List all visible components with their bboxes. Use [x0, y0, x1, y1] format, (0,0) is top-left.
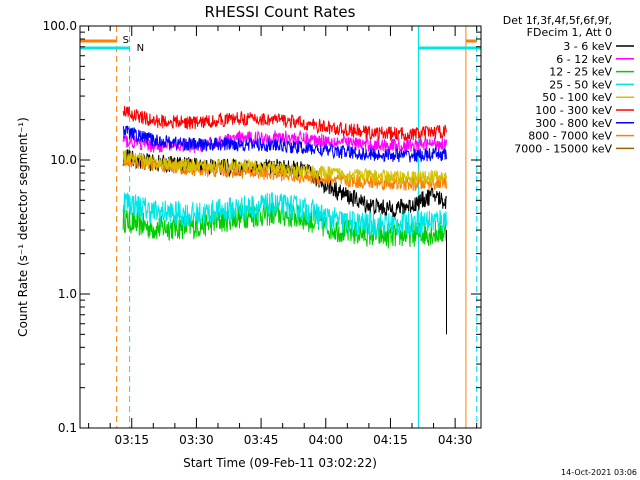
legend-header: Det 1f,3f,4f,5f,6f,9f, — [503, 14, 612, 27]
legend-entry: 300 - 800 keV — [535, 117, 612, 130]
legend: Det 1f,3f,4f,5f,6f,9f,FDecim 1, Att 03 -… — [503, 14, 634, 155]
x-tick-label: 04:00 — [308, 433, 343, 447]
series-line — [122, 201, 447, 249]
y-axis-label: Count Rate (s⁻¹ detector segment⁻¹) — [16, 117, 30, 337]
series-line — [122, 124, 447, 163]
y-tick-label: 1.0 — [58, 287, 77, 301]
footer-timestamp: 14-Oct-2021 03:06 — [561, 468, 637, 477]
y-tick-label: 0.1 — [58, 421, 77, 435]
chart-title: RHESSI Count Rates — [205, 3, 356, 21]
series-line — [122, 105, 447, 142]
legend-entry: 3 - 6 keV — [563, 40, 612, 53]
marker-lines: SN — [80, 26, 481, 428]
axes: 0.1 1.0 10.0 100.0 03:15 03:30 03:45 04:00 04:15… — [43, 19, 481, 447]
annotation-label: S — [123, 35, 129, 46]
x-tick-label: 03:15 — [114, 433, 149, 447]
x-axis-label: Start Time (09-Feb-11 03:02:22) — [183, 456, 377, 470]
legend-entry: 50 - 100 keV — [542, 91, 612, 104]
legend-header: FDecim 1, Att 0 — [527, 26, 612, 39]
x-tick-label: 04:30 — [438, 433, 473, 447]
legend-entry: 7000 - 15000 keV — [514, 142, 612, 155]
x-tick-label: 03:30 — [179, 433, 214, 447]
legend-entry: 12 - 25 keV — [549, 66, 612, 79]
y-tick-label: 10.0 — [50, 153, 77, 167]
annotation-label: N — [137, 43, 144, 54]
legend-entry: 25 - 50 keV — [549, 78, 612, 91]
series-layer — [122, 105, 448, 335]
legend-entry: 6 - 12 keV — [556, 53, 612, 66]
x-tick-label: 03:45 — [244, 433, 279, 447]
legend-entry: 100 - 300 keV — [535, 104, 612, 117]
y-tick-label: 100.0 — [43, 19, 77, 33]
plot-frame — [79, 25, 482, 429]
legend-entry: 800 - 7000 keV — [528, 130, 612, 143]
x-tick-label: 04:15 — [373, 433, 408, 447]
series-line — [122, 192, 447, 238]
series-line — [122, 149, 447, 186]
